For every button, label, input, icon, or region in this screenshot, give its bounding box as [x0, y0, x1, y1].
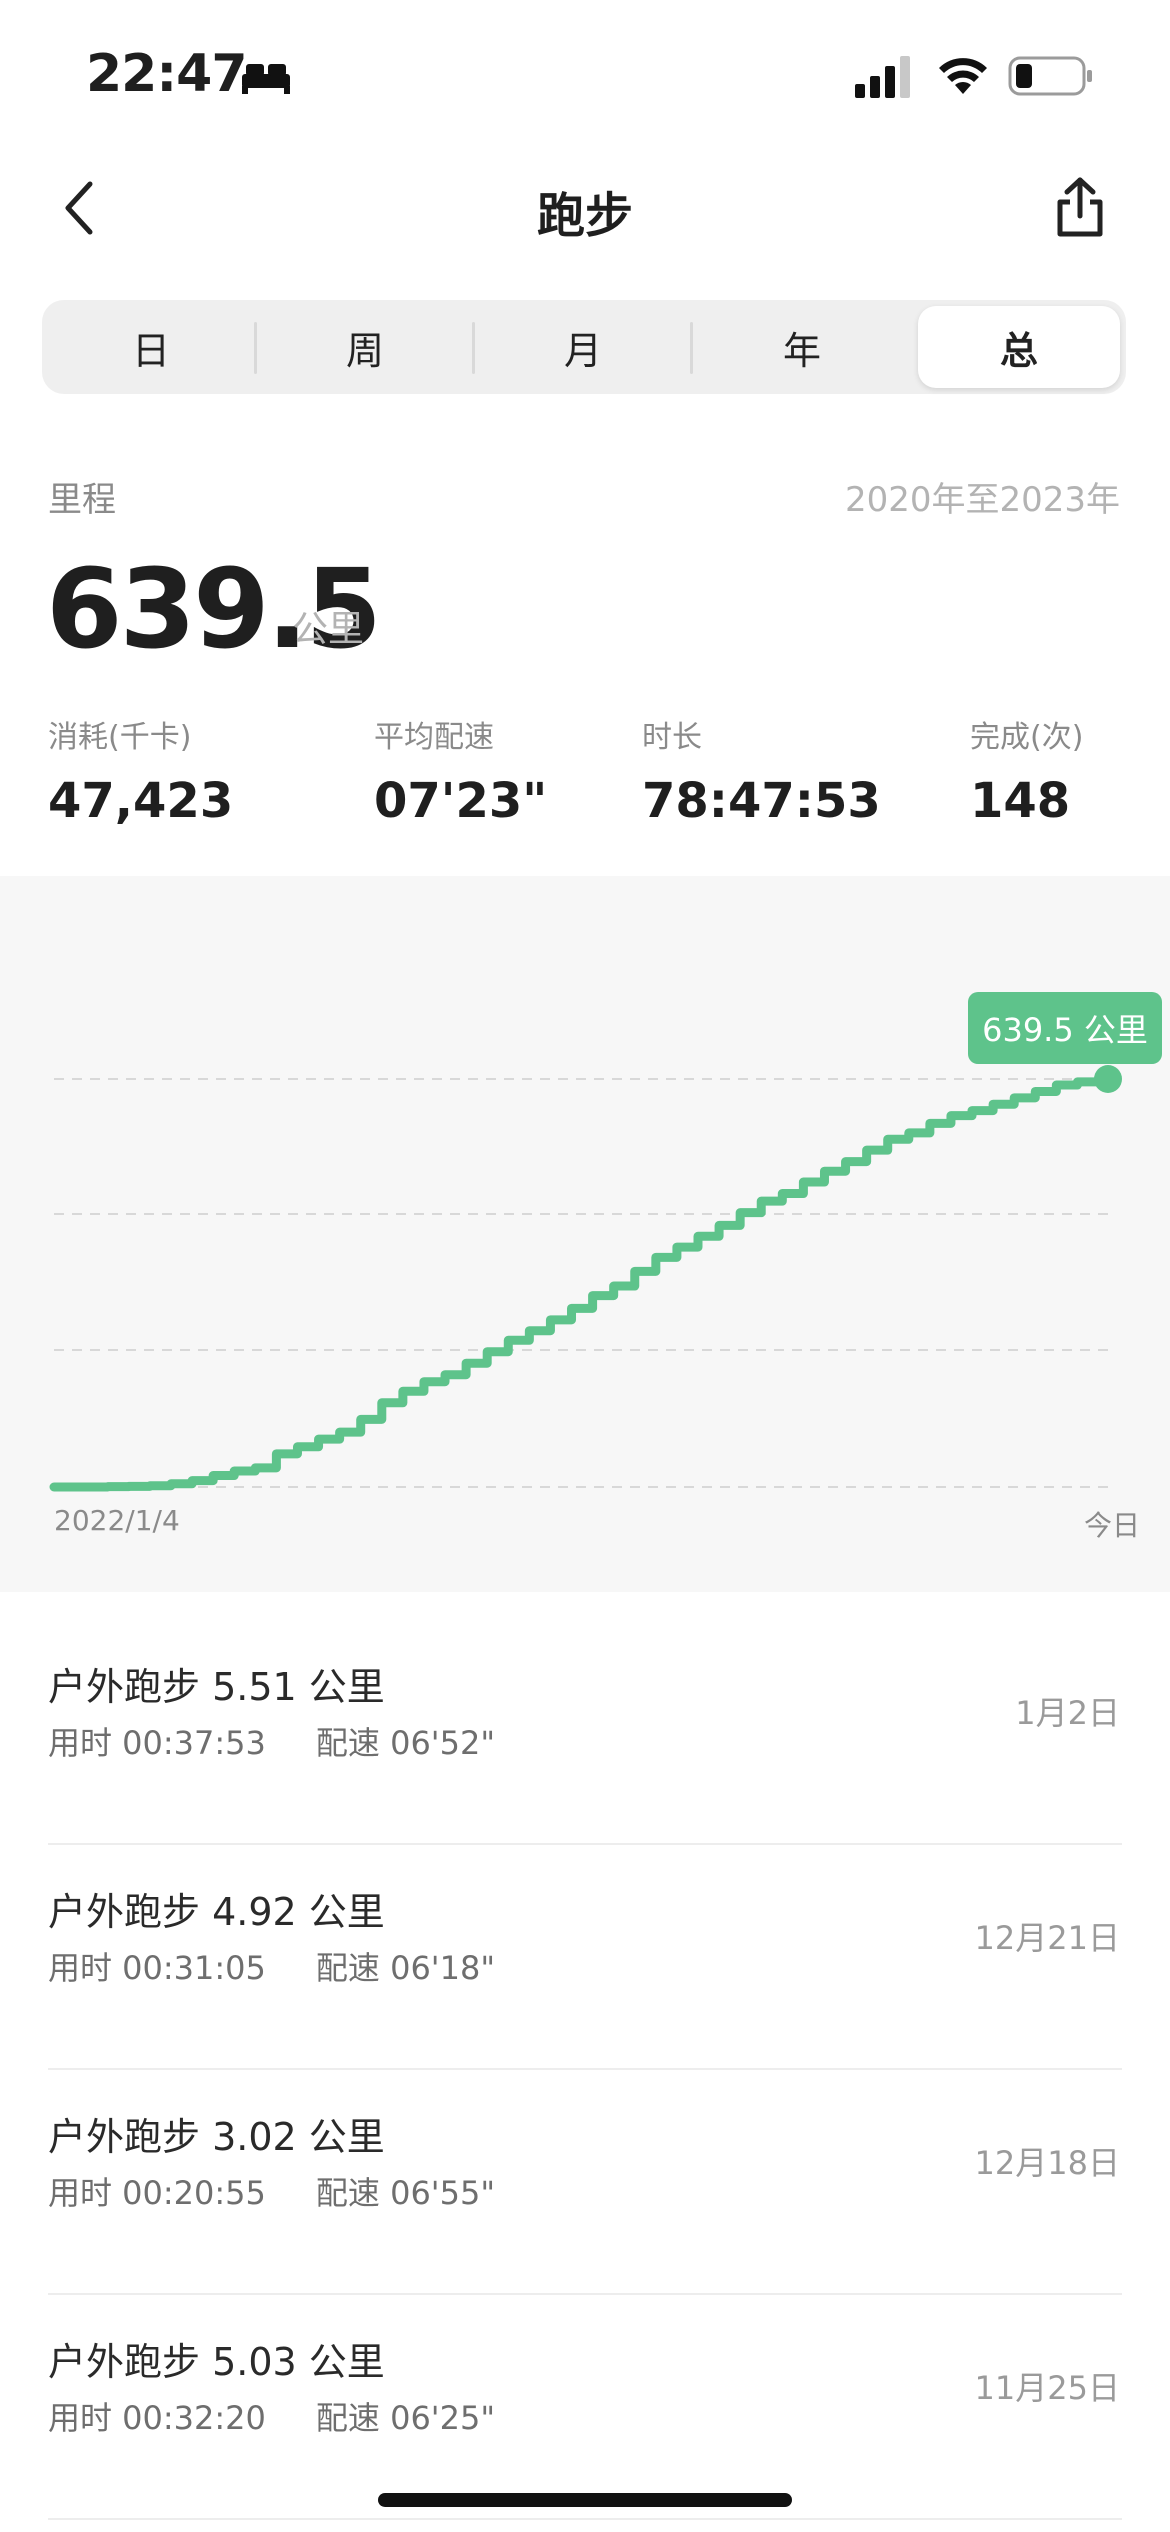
- tab-divider: [690, 322, 693, 374]
- tab-divider: [254, 322, 257, 374]
- battery-icon: [1008, 56, 1092, 96]
- period-segmented-control: 日 周 月 年 总: [42, 300, 1126, 394]
- activity-pace: 配速 06'55": [315, 2174, 496, 2212]
- share-button[interactable]: [1040, 168, 1120, 248]
- activity-title: 户外跑步 5.51 公里: [48, 1665, 385, 1709]
- activity-pace: 配速 06'52": [315, 1724, 496, 1762]
- total-distance-value: 639.5: [46, 545, 382, 673]
- divider: [48, 2068, 1122, 2070]
- list-item[interactable]: 户外跑步 4.92 公里 用时 00:31:05 配速 06'18" 12月21日: [0, 1845, 1170, 2070]
- duration-value: 78:47:53: [642, 773, 881, 829]
- activity-details: 用时 00:37:53 配速 06'52": [48, 1718, 495, 1764]
- activity-duration: 用时 00:20:55: [48, 2174, 266, 2212]
- back-button[interactable]: [40, 168, 120, 248]
- wifi-icon: [939, 58, 987, 94]
- list-item[interactable]: 户外跑步 5.51 公里 用时 00:37:53 配速 06'52" 1月2日: [0, 1620, 1170, 1845]
- activity-date: 12月18日: [974, 2144, 1120, 2182]
- list-item[interactable]: 户外跑步 5.03 公里 用时 00:32:20 配速 06'25" 11月25日: [0, 2295, 1170, 2520]
- tab-total[interactable]: 总: [918, 306, 1120, 388]
- activity-details: 用时 00:31:05 配速 06'18": [48, 1943, 495, 1989]
- tab-year[interactable]: 年: [782, 328, 821, 373]
- activity-duration: 用时 00:32:20: [48, 2399, 266, 2437]
- count-label: 完成(次): [970, 720, 1084, 755]
- activity-duration: 用时 00:37:53: [48, 1724, 266, 1762]
- activity-duration: 用时 00:31:05: [48, 1949, 266, 1987]
- cellular-signal-icon: [855, 56, 910, 98]
- chart-start-label: 2022/1/4: [54, 1504, 180, 1537]
- chart-canvas: [49, 1065, 1122, 1492]
- divider: [48, 1843, 1122, 1845]
- calories-value: 47,423: [48, 773, 234, 829]
- avg-pace-label: 平均配速: [374, 720, 494, 755]
- activity-pace: 配速 06'25": [315, 2399, 496, 2437]
- activity-details: 用时 00:32:20 配速 06'25": [48, 2393, 495, 2439]
- page-title: 跑步: [536, 188, 633, 244]
- date-range: 2020年至2023年: [844, 480, 1120, 520]
- total-distance-unit: 公里: [292, 609, 365, 650]
- activity-title: 户外跑步 4.92 公里: [48, 1890, 385, 1934]
- count-value: 148: [970, 773, 1071, 829]
- status-time: 22:47: [86, 44, 248, 104]
- activity-title: 户外跑步 5.03 公里: [48, 2340, 385, 2384]
- nav-bar: 跑步: [0, 150, 1170, 265]
- distance-label: 里程: [48, 480, 116, 520]
- tab-week[interactable]: 周: [345, 328, 384, 373]
- divider: [48, 2518, 1122, 2520]
- cumulative-distance-chart[interactable]: 2022/1/4 今日 639.5 公里: [0, 876, 1170, 1592]
- duration-label: 时长: [642, 720, 702, 755]
- share-icon: [1057, 177, 1103, 237]
- activity-date: 12月21日: [974, 1919, 1120, 1957]
- activity-date: 1月2日: [1015, 1694, 1120, 1732]
- distance-series-line: [49, 1074, 1113, 1492]
- tab-day[interactable]: 日: [131, 328, 170, 373]
- activity-pace: 配速 06'18": [315, 1949, 496, 1987]
- activity-list: 户外跑步 5.51 公里 用时 00:37:53 配速 06'52" 1月2日 户…: [0, 1620, 1170, 2520]
- avg-pace-value: 07'23": [374, 773, 548, 829]
- activity-title: 户外跑步 3.02 公里: [48, 2115, 385, 2159]
- bed-icon: [242, 64, 290, 94]
- activity-details: 用时 00:20:55 配速 06'55": [48, 2168, 495, 2214]
- chart-end-label: 今日: [1084, 1509, 1141, 1542]
- calories-label: 消耗(千卡): [48, 720, 192, 755]
- activity-date: 11月25日: [974, 2369, 1120, 2407]
- status-bar: 22:47: [0, 0, 1170, 150]
- list-item[interactable]: 户外跑步 3.02 公里 用时 00:20:55 配速 06'55" 12月18日: [0, 2070, 1170, 2295]
- tab-month[interactable]: 月: [563, 328, 602, 373]
- latest-point-marker: [1094, 1065, 1122, 1093]
- home-indicator[interactable]: [378, 2493, 792, 2507]
- chevron-left-icon: [65, 181, 93, 235]
- divider: [48, 2293, 1122, 2295]
- tab-divider: [472, 322, 475, 374]
- chart-value-tooltip: 639.5 公里: [968, 992, 1162, 1064]
